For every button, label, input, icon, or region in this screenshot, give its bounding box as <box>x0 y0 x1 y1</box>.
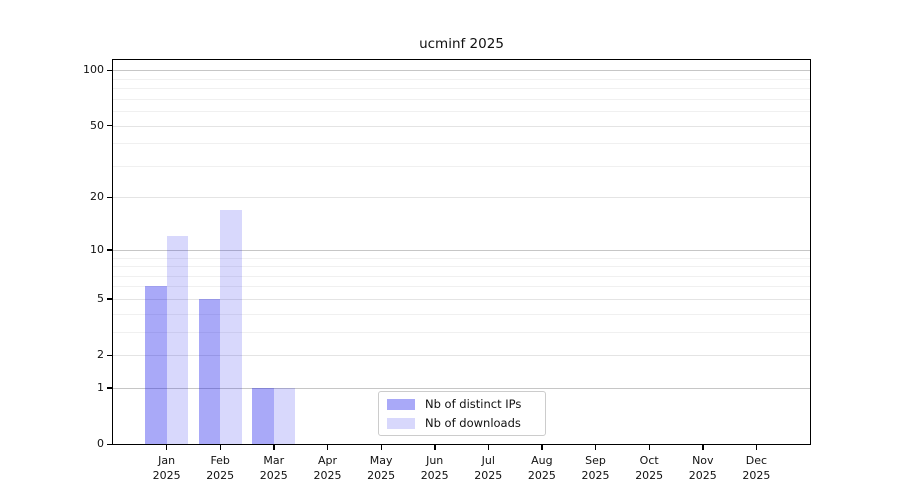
x-tick-jun <box>434 445 436 450</box>
y-tick-label-20: 20 <box>90 190 104 204</box>
y-gridline-4 <box>113 313 810 315</box>
x-tick-label-mar: Mar 2025 <box>259 454 288 482</box>
y-gridline-7 <box>113 275 810 277</box>
x-tick-may <box>380 445 382 450</box>
y-gridline-8 <box>113 266 810 267</box>
y-tick-label-10: 10 <box>90 242 104 256</box>
x-tick-label-feb: Feb 2025 <box>206 454 235 482</box>
y-tick-50 <box>107 125 112 127</box>
y-gridline-50 <box>113 125 810 127</box>
x-tick-label-oct: Oct 2025 <box>635 454 664 482</box>
x-tick-jan <box>166 445 168 450</box>
legend-swatch-downloads <box>387 417 415 429</box>
y-gridline-1 <box>113 387 810 389</box>
x-tick-dec <box>755 445 758 450</box>
y-tick-label-5: 5 <box>97 291 104 305</box>
y-tick-label-50: 50 <box>90 118 104 132</box>
y-tick-5 <box>107 298 112 300</box>
y-gridline-10 <box>113 249 810 251</box>
x-tick-label-dec: Dec 2025 <box>742 454 771 482</box>
x-tick-label-jun: Jun 2025 <box>420 454 449 482</box>
y-tick-label-2: 2 <box>97 348 104 361</box>
y-gridline-6 <box>113 286 810 288</box>
x-tick-label-apr: Apr 2025 <box>313 454 342 482</box>
x-tick-mar <box>273 445 275 450</box>
x-tick-aug <box>541 445 543 450</box>
x-tick-jul <box>487 445 490 450</box>
x-tick-label-jul: Jul 2025 <box>474 454 503 482</box>
x-tick-apr <box>327 445 329 450</box>
x-tick-feb <box>219 445 222 450</box>
x-tick-label-aug: Aug 2025 <box>527 454 556 482</box>
y-gridline-80 <box>113 88 810 89</box>
y-gridline-70 <box>113 98 810 100</box>
y-gridline-90 <box>113 78 810 80</box>
x-tick-label-nov: Nov 2025 <box>688 454 717 482</box>
y-gridline-20 <box>113 197 810 199</box>
legend-swatch-distinct-ips <box>387 398 415 410</box>
legend-entry-downloads: Nb of downloads <box>387 416 537 430</box>
y-gridline-30 <box>113 165 810 167</box>
y-tick-label-0: 0 <box>97 437 104 450</box>
y-tick-label-1: 1 <box>97 380 104 394</box>
x-tick-label-may: May 2025 <box>367 454 396 482</box>
x-tick-oct <box>648 445 651 450</box>
y-gridline-2 <box>113 355 810 356</box>
y-gridline-3 <box>113 331 810 333</box>
y-tick-1 <box>107 387 112 389</box>
y-tick-10 <box>107 249 112 251</box>
y-gridline-9 <box>113 257 810 259</box>
bar-jan-distinct-ips <box>145 286 167 444</box>
y-gridline-100 <box>113 70 810 72</box>
x-tick-label-sep: Sep 2025 <box>581 454 610 482</box>
x-tick-label-jan: Jan 2025 <box>152 454 181 482</box>
y-gridline-60 <box>113 111 810 112</box>
legend-entry-distinct-ips: Nb of distinct IPs <box>387 397 537 411</box>
y-tick-20 <box>107 196 112 199</box>
bar-feb-distinct-ips <box>198 298 221 444</box>
x-tick-sep <box>595 445 597 450</box>
x-tick-nov <box>702 445 704 450</box>
y-tick-2 <box>107 354 112 356</box>
legend-label-distinct-ips: Nb of distinct IPs <box>425 397 522 411</box>
bar-mar-distinct-ips <box>252 387 274 444</box>
y-gridline-5 <box>113 298 810 300</box>
bar-jan-downloads <box>166 236 189 444</box>
legend-label-downloads: Nb of downloads <box>425 416 521 430</box>
legend: Nb of distinct IPs Nb of downloads <box>378 391 546 436</box>
bar-feb-downloads <box>220 209 242 444</box>
y-gridline-40 <box>113 143 810 145</box>
y-tick-0 <box>107 443 112 445</box>
chart-title: ucminf 2025 <box>419 36 504 52</box>
bar-mar-downloads <box>273 387 296 444</box>
y-tick-label-100: 100 <box>83 63 104 77</box>
plot-area <box>112 59 811 445</box>
y-tick-100 <box>107 69 112 72</box>
